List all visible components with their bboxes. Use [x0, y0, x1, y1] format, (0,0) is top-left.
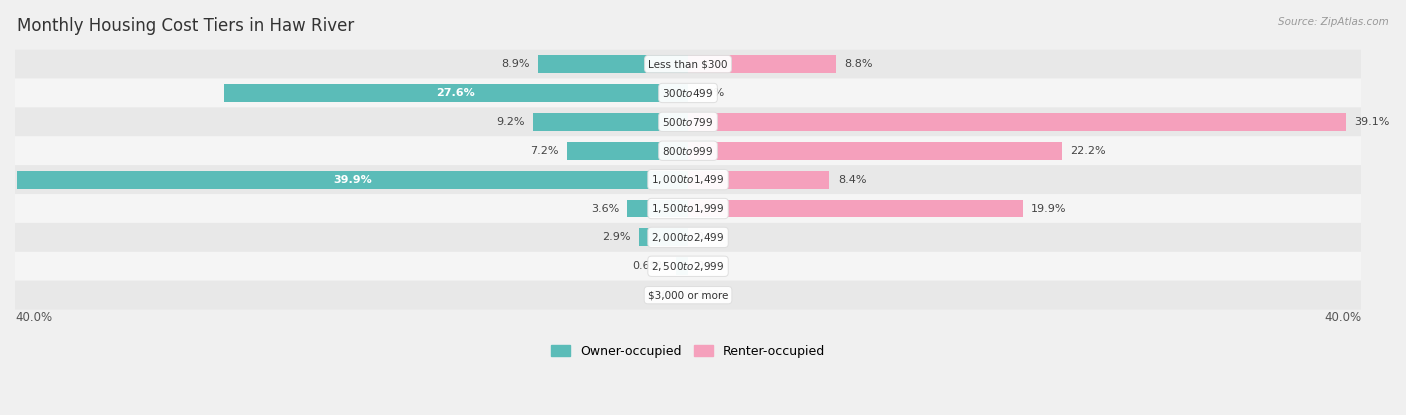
Text: 39.1%: 39.1% [1354, 117, 1389, 127]
Bar [676, 257, 688, 275]
Text: $2,000 to $2,499: $2,000 to $2,499 [651, 231, 724, 244]
Bar [688, 171, 830, 188]
Text: 0.0%: 0.0% [696, 261, 724, 271]
Text: $300 to $499: $300 to $499 [662, 87, 714, 99]
Bar [688, 200, 1024, 217]
Text: 0.69%: 0.69% [633, 261, 668, 271]
Text: 9.2%: 9.2% [496, 117, 524, 127]
Legend: Owner-occupied, Renter-occupied: Owner-occupied, Renter-occupied [546, 339, 830, 363]
Text: Source: ZipAtlas.com: Source: ZipAtlas.com [1278, 17, 1389, 27]
Text: 19.9%: 19.9% [1031, 203, 1067, 213]
FancyBboxPatch shape [15, 136, 1361, 165]
Text: 2.9%: 2.9% [602, 232, 631, 242]
Text: $1,500 to $1,999: $1,500 to $1,999 [651, 202, 724, 215]
Text: 40.0%: 40.0% [1324, 311, 1361, 324]
Bar [688, 55, 837, 73]
Bar [533, 113, 688, 131]
Text: 8.4%: 8.4% [838, 175, 866, 185]
Text: 22.2%: 22.2% [1070, 146, 1105, 156]
Text: 3.6%: 3.6% [591, 203, 619, 213]
Text: $500 to $799: $500 to $799 [662, 116, 714, 128]
FancyBboxPatch shape [15, 223, 1361, 252]
Text: $1,000 to $1,499: $1,000 to $1,499 [651, 173, 724, 186]
Text: 0.0%: 0.0% [696, 290, 724, 300]
Text: 0.0%: 0.0% [696, 232, 724, 242]
FancyBboxPatch shape [15, 107, 1361, 136]
Bar [567, 142, 688, 160]
Text: 0.0%: 0.0% [651, 290, 679, 300]
Bar [17, 171, 688, 188]
Text: 8.8%: 8.8% [845, 59, 873, 69]
FancyBboxPatch shape [15, 78, 1361, 107]
Bar [640, 228, 688, 247]
Bar [224, 84, 688, 102]
Text: Less than $300: Less than $300 [648, 59, 728, 69]
Bar [688, 142, 1062, 160]
Text: 39.9%: 39.9% [333, 175, 371, 185]
Bar [688, 113, 1346, 131]
Bar [538, 55, 688, 73]
Text: $3,000 or more: $3,000 or more [648, 290, 728, 300]
Bar [627, 200, 688, 217]
Text: 0.0%: 0.0% [696, 88, 724, 98]
FancyBboxPatch shape [15, 50, 1361, 78]
Text: Monthly Housing Cost Tiers in Haw River: Monthly Housing Cost Tiers in Haw River [17, 17, 354, 34]
Text: 7.2%: 7.2% [530, 146, 558, 156]
FancyBboxPatch shape [15, 194, 1361, 223]
Text: $800 to $999: $800 to $999 [662, 145, 714, 157]
Text: 27.6%: 27.6% [436, 88, 475, 98]
Text: 8.9%: 8.9% [502, 59, 530, 69]
Text: 40.0%: 40.0% [15, 311, 52, 324]
FancyBboxPatch shape [15, 165, 1361, 194]
FancyBboxPatch shape [15, 252, 1361, 281]
FancyBboxPatch shape [15, 281, 1361, 310]
Text: $2,500 to $2,999: $2,500 to $2,999 [651, 260, 724, 273]
